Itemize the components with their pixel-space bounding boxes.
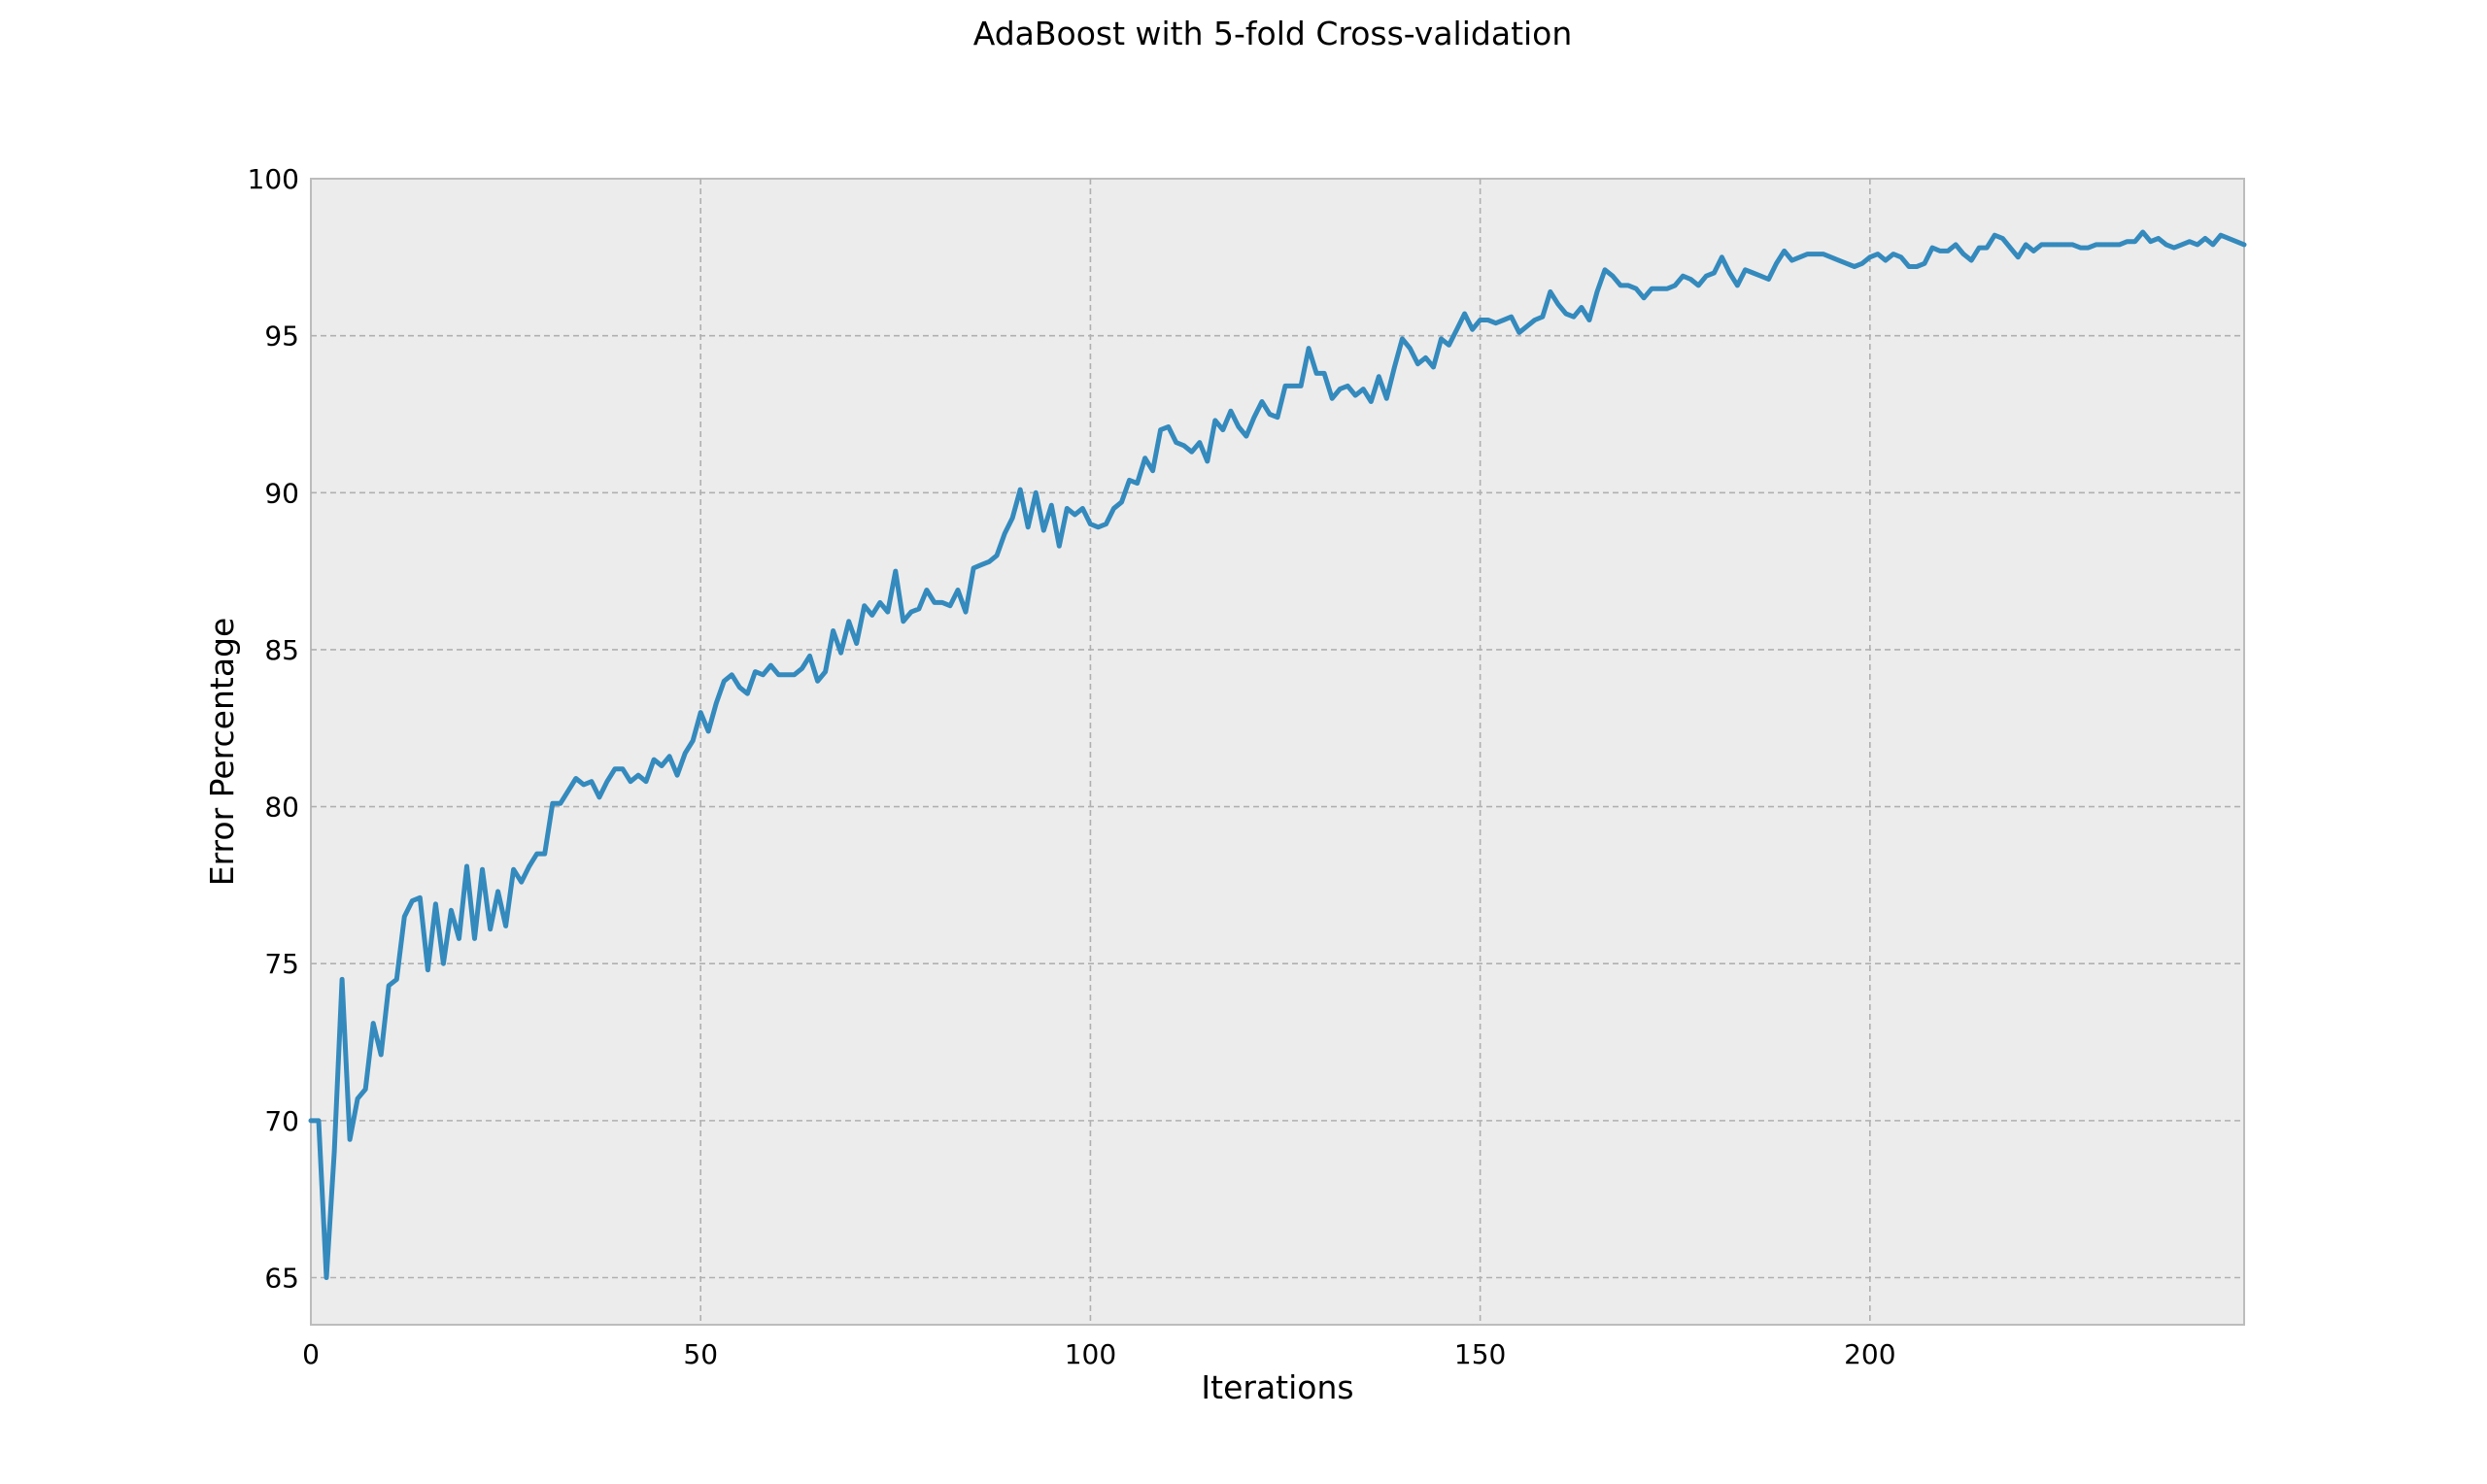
chart-title: AdaBoost with 5-fold Cross-validation <box>973 15 1573 52</box>
y-axis-label: Error Percentage <box>203 618 241 887</box>
gridlines <box>311 179 2244 1325</box>
tick-labels: 0 50 100 150 200 65 70 75 80 85 90 95 100 <box>248 163 1896 1370</box>
y-tick-label: 75 <box>264 948 299 980</box>
y-tick-label: 100 <box>248 163 299 195</box>
x-tick-label: 0 <box>302 1338 320 1370</box>
series-line-0 <box>308 229 2247 1280</box>
y-tick-label: 70 <box>264 1105 299 1137</box>
series-layer <box>308 229 2247 1280</box>
y-tick-label: 95 <box>264 320 299 353</box>
y-tick-label: 65 <box>264 1263 299 1295</box>
x-axis-label: Iterations <box>1201 1368 1353 1406</box>
plot-area <box>310 178 2245 1326</box>
y-tick-label: 90 <box>264 477 299 509</box>
x-tick-label: 50 <box>683 1338 718 1370</box>
y-tick-label: 80 <box>264 792 299 824</box>
x-tick-label: 100 <box>1065 1338 1116 1370</box>
x-tick-label: 200 <box>1844 1338 1895 1370</box>
y-tick-label: 85 <box>264 634 299 666</box>
x-tick-label: 150 <box>1454 1338 1506 1370</box>
